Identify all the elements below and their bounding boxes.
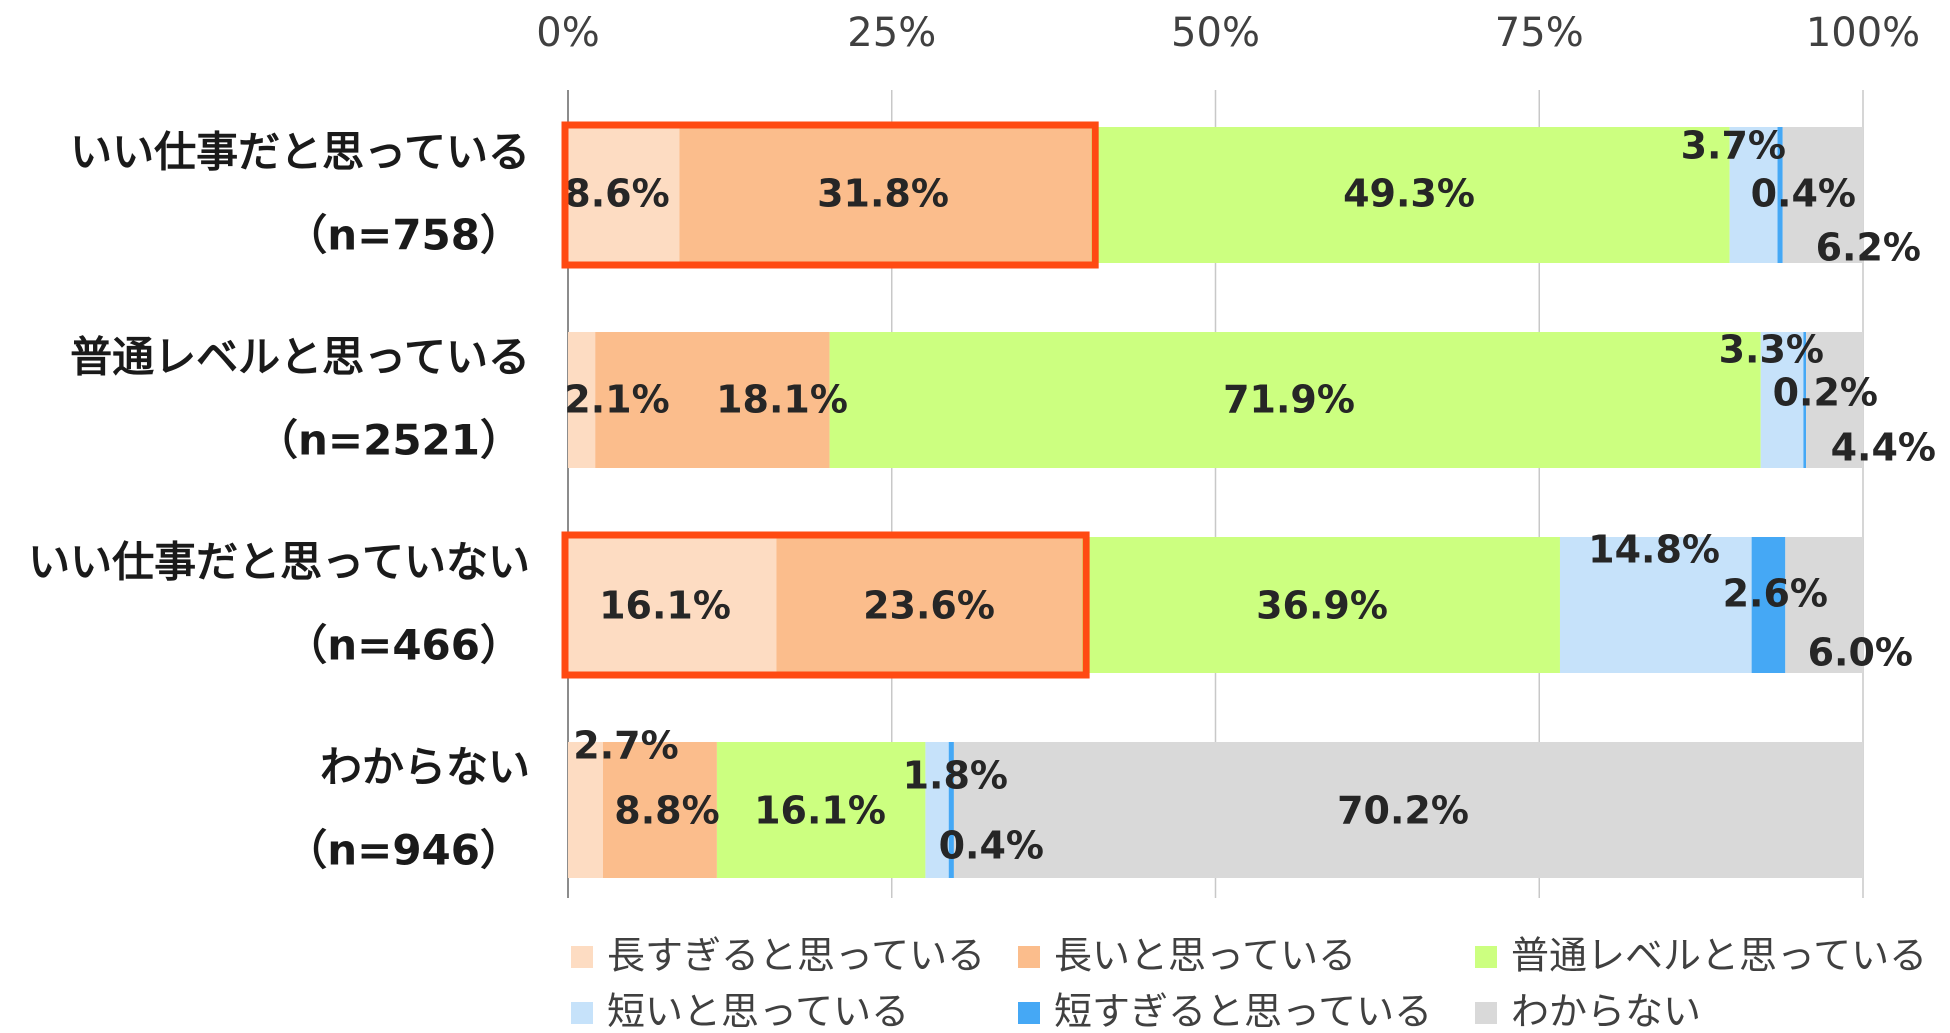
legend-swatch (571, 1002, 593, 1024)
legend-swatch (1475, 946, 1497, 968)
bar-segment (948, 742, 954, 878)
bar-segment (829, 332, 1761, 468)
data-label: 3.7% (1681, 124, 1786, 168)
data-label: 1.8% (903, 754, 1008, 798)
bar-segment (568, 742, 603, 878)
data-label: 8.6% (564, 172, 669, 216)
bar-segment (1760, 332, 1804, 468)
bar-area (568, 127, 1863, 878)
bar-segment (1729, 127, 1778, 263)
data-label: 2.6% (1723, 572, 1828, 616)
bar-segment (1559, 537, 1752, 673)
x-tick-label: 100% (1806, 10, 1920, 56)
category-n-label: （n=758） (285, 211, 522, 260)
data-label: 16.1% (599, 584, 731, 628)
legend-swatch (1475, 1002, 1497, 1024)
bar-segment (1082, 537, 1560, 673)
bar-segment (568, 537, 777, 673)
bar-segment (679, 127, 1092, 263)
bar-segment (925, 742, 949, 878)
data-label: 8.8% (614, 789, 719, 833)
category-label: いい仕事だと思っている (70, 128, 530, 177)
legend-swatch (571, 946, 593, 968)
data-label: 14.8% (1588, 528, 1720, 572)
legend-label: 短すぎると思っている (1054, 990, 1432, 1033)
legend-label: 短いと思っている (607, 990, 909, 1033)
data-label: 0.4% (939, 824, 1044, 868)
bar-segment (776, 537, 1083, 673)
legend-label: 普通レベルと思っている (1511, 934, 1927, 978)
x-axis: 0% 25% 50% 75% 100% (536, 10, 1920, 56)
data-label: 6.2% (1816, 226, 1921, 270)
bar-segment (1803, 332, 1807, 468)
data-labels: 8.6% 31.8% 49.3%3.7%0.4%6.2%2.1% 18.1% 71.9%… (564, 124, 1936, 868)
data-label: 0.2% (1773, 371, 1878, 415)
category-labels: いい仕事だと思っている （n=758） 普通レベルと思っている （n=2521） いい仕… (28, 128, 530, 875)
data-label: 16.1% (754, 789, 886, 833)
category-n-label: （n=946） (285, 826, 522, 875)
bar-segment (595, 332, 830, 468)
data-label: 49.3% (1343, 172, 1475, 216)
category-label: わからない (320, 743, 530, 792)
data-label: 2.7% (573, 724, 678, 768)
data-label: 0.4% (1751, 172, 1856, 216)
legend-label: わからない (1511, 990, 1701, 1033)
data-label: 6.0% (1808, 631, 1913, 675)
bar-segment (1091, 127, 1730, 263)
x-tick-label: 25% (847, 10, 936, 56)
data-label: 4.4% (1831, 426, 1936, 470)
category-n-label: （n=2521） (256, 416, 522, 465)
data-label: 70.2% (1337, 789, 1469, 833)
x-tick-label: 50% (1171, 10, 1260, 56)
category-label: いい仕事だと思っていない (28, 538, 530, 587)
bar-segment (568, 127, 680, 263)
data-label: 2.1% (564, 378, 669, 422)
bar-segment (602, 742, 717, 878)
data-label: 18.1% (716, 378, 848, 422)
data-label: 36.9% (1256, 584, 1388, 628)
legend-label: 長すぎると思っている (607, 934, 985, 978)
bar-segment (1782, 127, 1863, 263)
bar-segment (953, 742, 1863, 878)
bar-segment (1806, 332, 1863, 468)
data-label: 3.3% (1719, 328, 1824, 372)
highlight-boxes (561, 121, 1099, 679)
legend-swatch (1018, 946, 1040, 968)
bar-segment (1777, 127, 1783, 263)
category-label: 普通レベルと思っている (70, 333, 530, 382)
highlight-box (561, 121, 1099, 269)
category-n-label: （n=466） (285, 621, 522, 670)
bar-segment (1751, 537, 1786, 673)
bar-segment (716, 742, 926, 878)
legend-swatch (1018, 1002, 1040, 1024)
bar-segment (1785, 537, 1863, 673)
data-label: 31.8% (817, 172, 949, 216)
bar-segment (568, 332, 596, 468)
x-tick-label: 75% (1495, 10, 1584, 56)
data-label: 23.6% (863, 584, 995, 628)
highlight-box (561, 531, 1090, 679)
data-label: 71.9% (1223, 378, 1355, 422)
x-tick-label: 0% (536, 10, 599, 56)
legend-label: 長いと思っている (1054, 934, 1356, 978)
